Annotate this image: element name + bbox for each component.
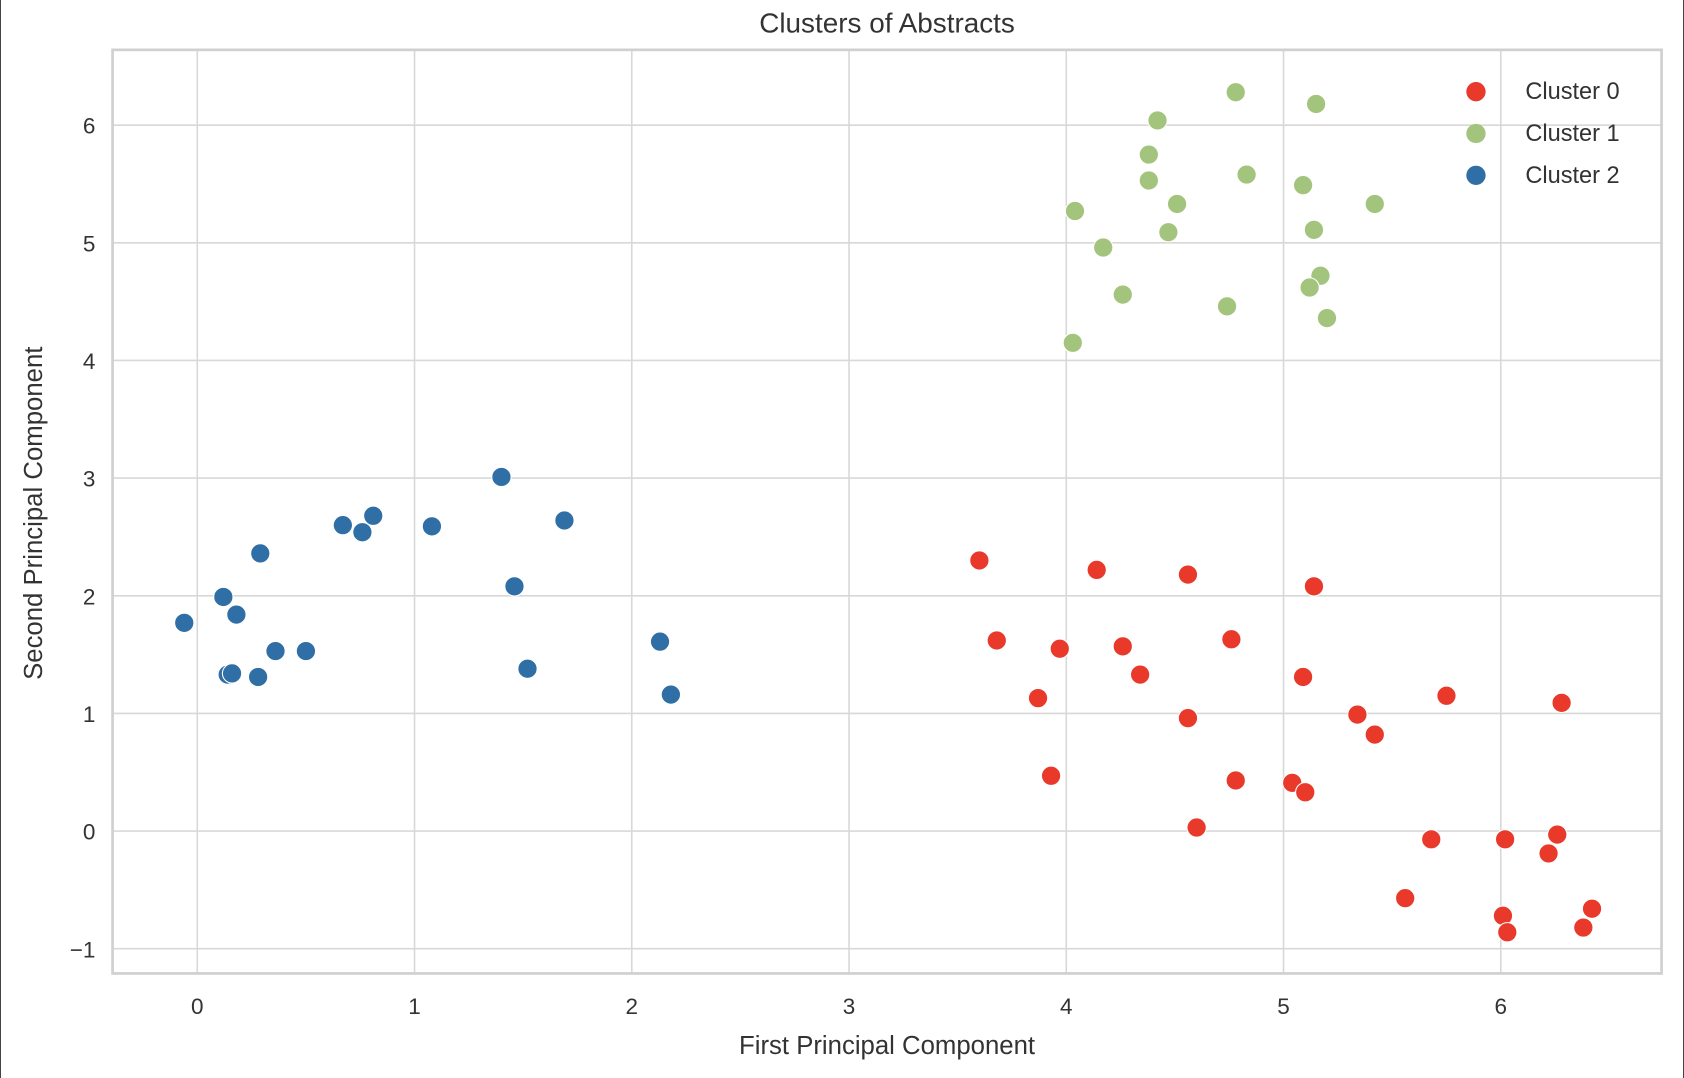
x-axis-label: First Principal Component: [739, 1032, 1035, 1060]
y-tick-label: 1: [83, 702, 96, 727]
cluster-1-point: [1305, 93, 1327, 115]
legend-marker-cluster-0: [1466, 82, 1486, 102]
x-tick-label: 5: [1277, 994, 1290, 1019]
chart-title: Clusters of Abstracts: [759, 8, 1015, 39]
cluster-0-point: [1364, 724, 1385, 745]
x-tick-label: 1: [408, 994, 421, 1019]
cluster-0-point: [1225, 770, 1246, 791]
cluster-0-point: [1347, 704, 1368, 725]
tick-labels: 0 1 2 3 4 5 6 −1 0 1 2 3 4 5 6: [70, 114, 1507, 1019]
y-tick-label: 2: [83, 584, 96, 609]
cluster-1-point: [1166, 193, 1188, 215]
cluster-2-point: [491, 466, 512, 488]
data-points: [174, 82, 1603, 943]
cluster-1-point: [1112, 284, 1133, 305]
cluster-0-point: [1547, 824, 1568, 845]
cluster-2-point: [352, 522, 373, 543]
cluster-2-point: [332, 514, 354, 536]
legend-label-cluster-2: Cluster 2: [1525, 162, 1619, 188]
legend: Cluster 0 Cluster 1 Cluster 2: [1466, 78, 1620, 188]
cluster-2-point: [265, 640, 286, 662]
y-tick-label: 3: [83, 467, 96, 492]
cluster-0-point: [1027, 687, 1049, 709]
cluster-1-point: [1316, 307, 1338, 329]
cluster-1-point: [1216, 296, 1238, 317]
cluster-1-point: [1236, 164, 1257, 185]
cluster-2-point: [174, 612, 195, 634]
y-tick-label: 0: [83, 820, 96, 845]
cluster-1-point: [1158, 222, 1179, 243]
x-tick-label: 4: [1060, 994, 1073, 1019]
x-tick-label: 6: [1495, 994, 1508, 1019]
cluster-1-point: [1093, 237, 1114, 258]
cluster-0-point: [1421, 829, 1442, 850]
cluster-0-point: [986, 630, 1007, 651]
cluster-2-point: [554, 510, 575, 531]
cluster-0-point: [1129, 664, 1151, 685]
cluster-2-point: [221, 663, 243, 684]
cluster-2-point: [517, 658, 538, 679]
x-tick-label: 0: [191, 994, 204, 1019]
grid: [112, 49, 1662, 974]
cluster-0-point: [1221, 629, 1242, 650]
cluster-0-point: [1551, 692, 1572, 714]
cluster-2-point: [295, 640, 317, 662]
cluster-0-point: [1497, 922, 1518, 943]
cluster-0-point: [1177, 707, 1199, 729]
cluster-1-point: [1292, 174, 1314, 196]
y-tick-label: 5: [83, 231, 96, 256]
legend-label-cluster-1: Cluster 1: [1525, 120, 1619, 146]
cluster-2-point: [363, 505, 384, 526]
legend-marker-cluster-2: [1466, 165, 1486, 186]
legend-label-cluster-0: Cluster 0: [1525, 78, 1619, 104]
y-tick-label: 4: [83, 349, 96, 374]
cluster-1-point: [1225, 82, 1246, 103]
plot-area-border: [111, 48, 1663, 975]
cluster-1-point: [1138, 144, 1160, 165]
cluster-2-point: [649, 631, 671, 652]
cluster-0-point: [1049, 638, 1070, 659]
cluster-2-point: [421, 516, 443, 537]
y-tick-label: 6: [83, 114, 96, 139]
cluster-2-point: [660, 684, 682, 705]
cluster-2-point: [226, 604, 247, 625]
legend-marker-cluster-1: [1466, 123, 1486, 144]
cluster-2-point: [250, 543, 271, 564]
cluster-0-point: [1436, 685, 1457, 706]
x-tick-label: 2: [626, 994, 639, 1019]
cluster-1-point: [1303, 219, 1325, 241]
cluster-0-point: [1086, 559, 1107, 581]
cluster-2-point: [213, 586, 234, 608]
cluster-2-point: [247, 666, 269, 688]
cluster-1-point: [1299, 277, 1320, 298]
cluster-1-point: [1364, 193, 1385, 215]
cluster-0-point: [1538, 843, 1559, 864]
x-tick-label: 3: [843, 994, 856, 1019]
cluster-0-point: [1040, 765, 1062, 786]
y-axis-label: Second Principal Component: [20, 347, 48, 680]
cluster-0-point: [1177, 564, 1199, 585]
cluster-0-point: [1573, 917, 1594, 938]
cluster-1-point: [1064, 200, 1086, 222]
cluster-1-point: [1138, 170, 1160, 191]
cluster-0-point: [1494, 829, 1516, 850]
cluster-1-point: [1062, 332, 1083, 354]
cluster-0-point: [1303, 576, 1325, 597]
cluster-0-point: [1395, 887, 1416, 909]
cluster-1-point: [1147, 110, 1168, 131]
cluster-0-point: [1581, 898, 1603, 919]
cluster-2-point: [504, 576, 525, 597]
y-tick-label: −1: [70, 937, 96, 962]
cluster-0-point: [1292, 666, 1314, 688]
cluster-0-point: [1295, 782, 1316, 803]
cluster-0-point: [969, 550, 990, 571]
cluster-0-point: [1186, 817, 1207, 838]
cluster-0-point: [1112, 636, 1133, 657]
